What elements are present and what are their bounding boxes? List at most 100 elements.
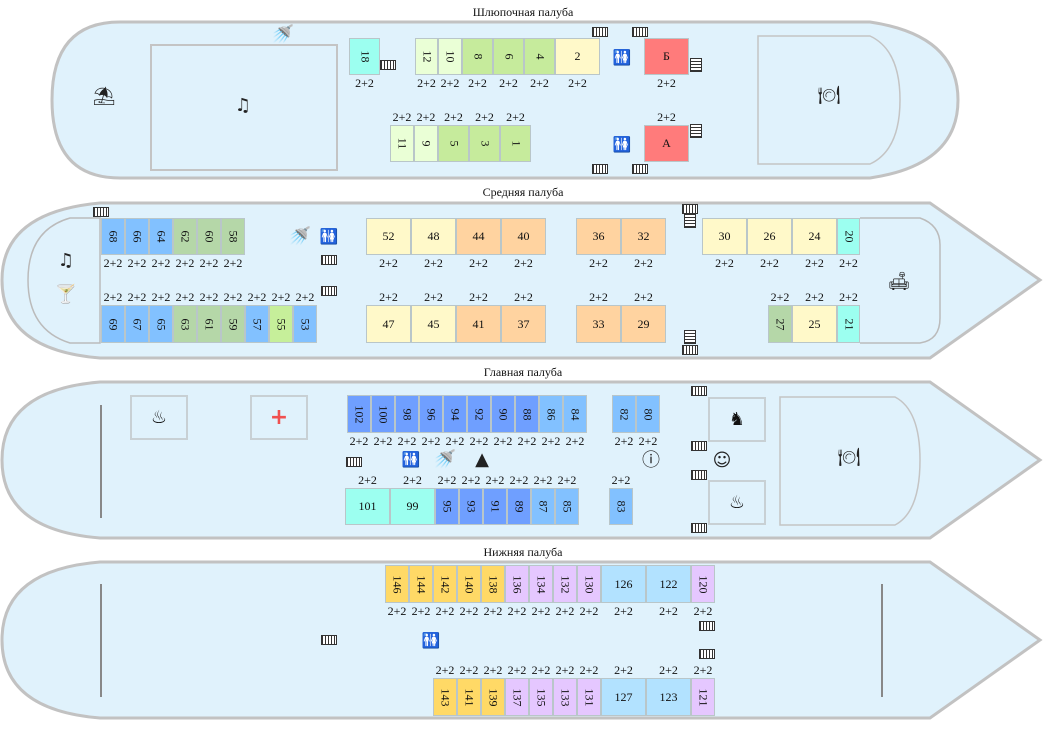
cabin-85[interactable]: 85	[555, 488, 579, 525]
cabin-135[interactable]: 135	[529, 678, 553, 716]
cabin-138[interactable]: 138	[481, 565, 505, 603]
cabin-100[interactable]: 100	[371, 395, 395, 433]
cabin-123[interactable]: 123	[646, 678, 691, 716]
cabin-64[interactable]: 64	[149, 218, 173, 255]
cabin-4[interactable]: 4	[524, 38, 555, 75]
cabin-139[interactable]: 139	[481, 678, 505, 716]
cabin-132[interactable]: 132	[553, 565, 577, 603]
cabin-136[interactable]: 136	[505, 565, 529, 603]
cabin-140[interactable]: 140	[457, 565, 481, 603]
cabin-33[interactable]: 33	[576, 305, 621, 343]
cabin-120[interactable]: 120	[691, 565, 715, 603]
cabin-59[interactable]: 59	[221, 305, 245, 343]
cabin-82[interactable]: 82	[612, 395, 636, 433]
cabin-133[interactable]: 133	[553, 678, 577, 716]
cabin-144[interactable]: 144	[409, 565, 433, 603]
cabin-143[interactable]: 143	[433, 678, 457, 716]
cabin-21[interactable]: 21	[837, 305, 860, 343]
cabin-88[interactable]: 88	[515, 395, 539, 433]
cabin-102[interactable]: 102	[347, 395, 371, 433]
cabin-121[interactable]: 121	[691, 678, 715, 716]
cabin-127[interactable]: 127	[601, 678, 646, 716]
cabin-87[interactable]: 87	[531, 488, 555, 525]
cabin-122[interactable]: 122	[646, 565, 691, 603]
cabin-40[interactable]: 40	[501, 218, 546, 255]
cabin-А[interactable]: А	[644, 125, 689, 162]
music-icon: ♫	[234, 95, 252, 116]
cabin-48[interactable]: 48	[411, 218, 456, 255]
cabin-27[interactable]: 27	[768, 305, 792, 343]
cabin-90[interactable]: 90	[491, 395, 515, 433]
cabin-98[interactable]: 98	[395, 395, 419, 433]
cabin-137[interactable]: 137	[505, 678, 529, 716]
cabin-5[interactable]: 5	[438, 125, 469, 162]
cabin-65[interactable]: 65	[149, 305, 173, 343]
cabin-6[interactable]: 6	[493, 38, 524, 75]
cabin-146[interactable]: 146	[385, 565, 409, 603]
cabin-24[interactable]: 24	[792, 218, 837, 255]
cabin-10[interactable]: 10	[438, 38, 462, 75]
cabin-52[interactable]: 52	[366, 218, 411, 255]
cabin-68[interactable]: 68	[101, 218, 125, 255]
cabin-62[interactable]: 62	[173, 218, 197, 255]
cabin-25[interactable]: 25	[792, 305, 837, 343]
cabin-83[interactable]: 83	[609, 488, 633, 525]
cabin-29[interactable]: 29	[621, 305, 666, 343]
cabin-63[interactable]: 63	[173, 305, 197, 343]
cabin-20[interactable]: 20	[837, 218, 860, 255]
cabin-18[interactable]: 18	[349, 38, 380, 75]
cabin-142[interactable]: 142	[433, 565, 457, 603]
spa-room[interactable]: ♨	[130, 395, 188, 440]
cabin-53[interactable]: 53	[293, 305, 317, 343]
cabin-44[interactable]: 44	[456, 218, 501, 255]
cabin-69[interactable]: 69	[101, 305, 125, 343]
cabin-61[interactable]: 61	[197, 305, 221, 343]
cabin-134[interactable]: 134	[529, 565, 553, 603]
cabin-130[interactable]: 130	[577, 565, 601, 603]
cabin-32[interactable]: 32	[621, 218, 666, 255]
cabin-26[interactable]: 26	[747, 218, 792, 255]
cabin-30[interactable]: 30	[702, 218, 747, 255]
kitchen-room[interactable]: ♨	[708, 480, 766, 525]
cabin-80[interactable]: 80	[636, 395, 660, 433]
cabin-89[interactable]: 89	[507, 488, 531, 525]
cabin-84[interactable]: 84	[563, 395, 587, 433]
cabin-141[interactable]: 141	[457, 678, 481, 716]
cabin-86[interactable]: 86	[539, 395, 563, 433]
cabin-12[interactable]: 12	[415, 38, 438, 75]
cabin-8[interactable]: 8	[462, 38, 493, 75]
cabin-3[interactable]: 3	[469, 125, 500, 162]
stairs-icon	[682, 204, 698, 214]
cabin-2[interactable]: 2	[555, 38, 600, 75]
cabin-126[interactable]: 126	[601, 565, 646, 603]
medical-room[interactable]: +	[250, 395, 308, 440]
cabin-92[interactable]: 92	[467, 395, 491, 433]
cabin-67[interactable]: 67	[125, 305, 149, 343]
cabin-57[interactable]: 57	[245, 305, 269, 343]
cabin-11[interactable]: 11	[390, 125, 414, 162]
cabin-99[interactable]: 99	[390, 488, 435, 525]
cabin-55[interactable]: 55	[269, 305, 293, 343]
cabin-36[interactable]: 36	[576, 218, 621, 255]
cabin-94[interactable]: 94	[443, 395, 467, 433]
info-icon[interactable]: ⓘ	[642, 450, 660, 471]
cabin-37[interactable]: 37	[501, 305, 546, 343]
cabin-131[interactable]: 131	[577, 678, 601, 716]
cabin-9[interactable]: 9	[414, 125, 438, 162]
cabin-91[interactable]: 91	[483, 488, 507, 525]
restaurant-icon: 🍽	[817, 85, 841, 106]
cabin-58[interactable]: 58	[221, 218, 245, 255]
cabin-96[interactable]: 96	[419, 395, 443, 433]
cabin-47[interactable]: 47	[366, 305, 411, 343]
cabin-101[interactable]: 101	[345, 488, 390, 525]
cabin-capacity: 2+2	[151, 290, 171, 304]
cabin-95[interactable]: 95	[435, 488, 459, 525]
cabin-45[interactable]: 45	[411, 305, 456, 343]
cabin-Б[interactable]: Б	[644, 38, 689, 75]
cabin-60[interactable]: 60	[197, 218, 221, 255]
cabin-93[interactable]: 93	[459, 488, 483, 525]
kids-room[interactable]: ♞	[708, 397, 766, 442]
cabin-41[interactable]: 41	[456, 305, 501, 343]
cabin-1[interactable]: 1	[500, 125, 531, 162]
cabin-66[interactable]: 66	[125, 218, 149, 255]
